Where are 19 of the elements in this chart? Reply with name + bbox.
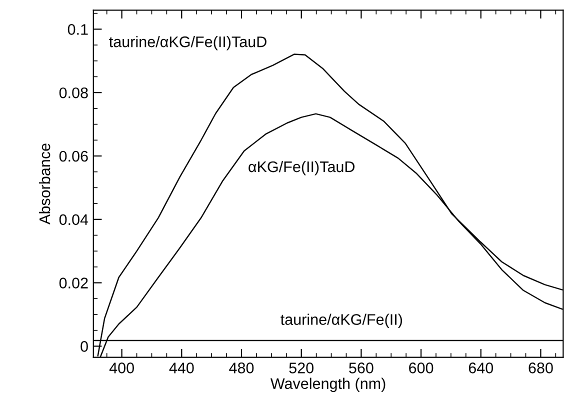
y-tick-label: 0.08 [59, 87, 88, 98]
x-tick-label: 600 [409, 362, 434, 374]
annotation: αKG/Fe(II)TauD [248, 160, 355, 176]
y-tick-label: 0.1 [68, 24, 88, 35]
x-tick-label: 560 [349, 362, 374, 374]
y-tick-label: 0.06 [59, 150, 88, 162]
y-axis-title: Absorbance [39, 144, 50, 224]
x-tick-label: 680 [528, 362, 553, 374]
x-tick-label: 400 [109, 362, 134, 374]
x-tick-label: 640 [468, 362, 494, 374]
y-tick-label: 0.04 [59, 214, 88, 226]
x-tick-label: 480 [229, 362, 254, 374]
x-axis-title: Wavelength (nm) [270, 378, 386, 392]
x-tick-label: 520 [289, 362, 314, 374]
x-tick-label: 440 [169, 362, 194, 374]
y-tick-label: 0 [80, 341, 88, 352]
annotation: taurine/αKG/Fe(II)TauD [109, 36, 266, 50]
y-tick-label: 0.02 [59, 278, 88, 288]
annotation: taurine/αKG/Fe(II) [280, 314, 402, 328]
